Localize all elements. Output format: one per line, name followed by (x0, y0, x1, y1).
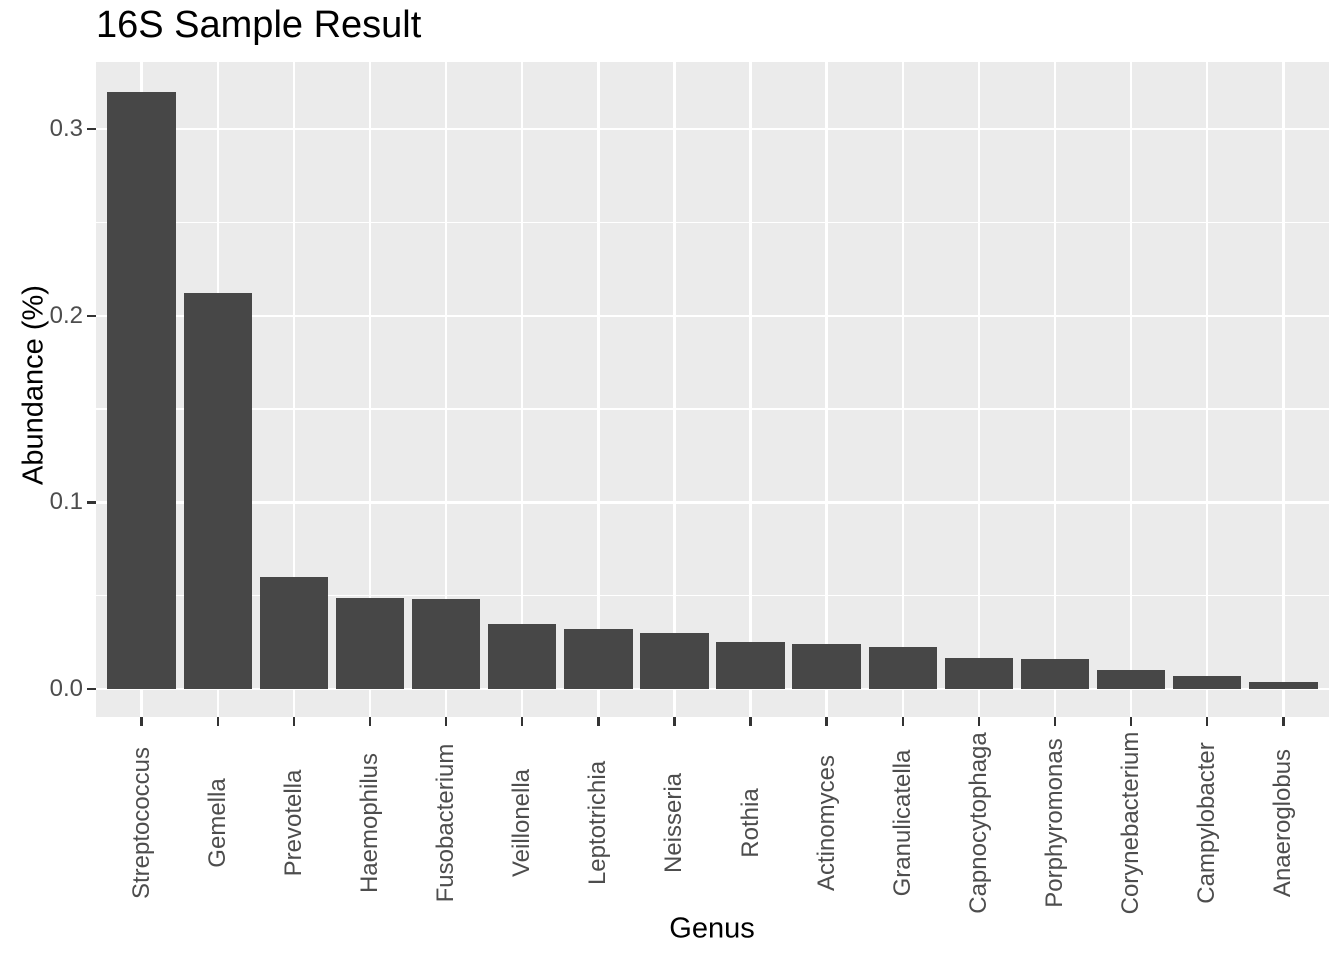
x-tick-label: Actinomyces (812, 754, 840, 892)
x-tick-mark (977, 717, 981, 726)
bar-prevotella (259, 577, 329, 689)
x-tick-mark (368, 717, 372, 726)
x-tick-mark (901, 717, 905, 726)
bar-leptotrichia (564, 629, 633, 689)
bar-neisseria (640, 632, 709, 689)
x-tick-mark (825, 717, 828, 726)
minor-gridline (96, 221, 1329, 224)
category-gridline (1282, 62, 1285, 717)
major-gridline (96, 501, 1329, 504)
x-tick-mark (1282, 717, 1285, 726)
y-tick-mark (87, 127, 96, 131)
y-tick-label: 0.0 (49, 675, 83, 702)
x-tick-label: Rothia (736, 788, 764, 858)
y-tick-mark (87, 314, 96, 318)
bar-actinomyces (792, 644, 861, 689)
plot-panel (96, 62, 1329, 717)
x-tick-mark (292, 717, 296, 726)
bar-veillonella (487, 624, 557, 689)
minor-gridline (96, 594, 1329, 597)
category-gridline (1205, 62, 1209, 717)
bar-campylobacter (1172, 675, 1242, 689)
x-tick-label: Prevotella (279, 769, 307, 877)
category-gridline (292, 62, 296, 717)
major-gridline (96, 687, 1329, 691)
x-tick-mark (140, 717, 143, 726)
x-tick-label: Veillonella (508, 768, 536, 878)
bar-capnocytophaga (944, 658, 1014, 689)
y-tick-label: 0.1 (49, 488, 83, 516)
x-tick-mark (520, 717, 524, 726)
category-gridline (1129, 62, 1133, 717)
bar-gemella (183, 293, 253, 689)
chart-title: 16S Sample Result (96, 4, 422, 46)
x-tick-label: Fusobacterium (432, 743, 460, 903)
x-tick-label: Gemella (203, 778, 231, 868)
category-gridline (520, 62, 524, 717)
x-tick-label: Porphyromonas (1041, 738, 1068, 908)
x-tick-mark (673, 717, 676, 726)
category-gridline (825, 62, 828, 717)
x-tick-label: Granulicatella (888, 749, 916, 897)
y-tick-label: 0.2 (49, 301, 83, 329)
bar-porphyromonas (1020, 658, 1090, 689)
x-tick-label: Neisseria (660, 772, 688, 874)
y-tick-label: 0.3 (49, 115, 83, 143)
x-tick-label: Capnocytophaga (964, 732, 992, 914)
bar-corynebacterium (1096, 669, 1166, 689)
major-gridline (96, 127, 1329, 131)
bar-fusobacterium (411, 599, 481, 689)
x-tick-mark (216, 717, 220, 726)
x-tick-label: Leptotrichia (584, 760, 612, 886)
category-gridline (673, 62, 676, 717)
category-gridline (977, 62, 981, 717)
bar-granulicatella (868, 646, 938, 689)
category-gridline (1053, 62, 1057, 717)
category-gridline (368, 62, 372, 717)
x-tick-label: Corynebacterium (1117, 731, 1145, 915)
x-tick-mark (1129, 717, 1133, 726)
category-gridline (901, 62, 905, 717)
y-tick-mark (87, 501, 96, 504)
x-tick-label: Streptococcus (127, 746, 155, 900)
category-gridline (597, 62, 600, 717)
x-tick-mark (444, 717, 448, 726)
x-tick-label: Haemophilus (356, 752, 383, 894)
bar-haemophilus (335, 598, 405, 689)
minor-gridline (96, 408, 1329, 410)
category-gridline (444, 62, 448, 717)
x-tick-mark (1053, 717, 1057, 726)
bar-anaeroglobus (1249, 681, 1318, 689)
y-tick-mark (87, 687, 96, 691)
x-tick-mark (1205, 717, 1209, 726)
major-gridline (96, 314, 1329, 318)
x-tick-mark (749, 717, 752, 726)
category-gridline (749, 62, 752, 717)
x-axis-title: Genus (669, 912, 755, 945)
bar-rothia (716, 641, 785, 689)
x-tick-mark (597, 717, 600, 726)
x-tick-label: Anaeroglobus (1269, 748, 1297, 898)
x-tick-label: Campylobacter (1193, 742, 1221, 904)
bar-streptococcus (107, 91, 176, 689)
